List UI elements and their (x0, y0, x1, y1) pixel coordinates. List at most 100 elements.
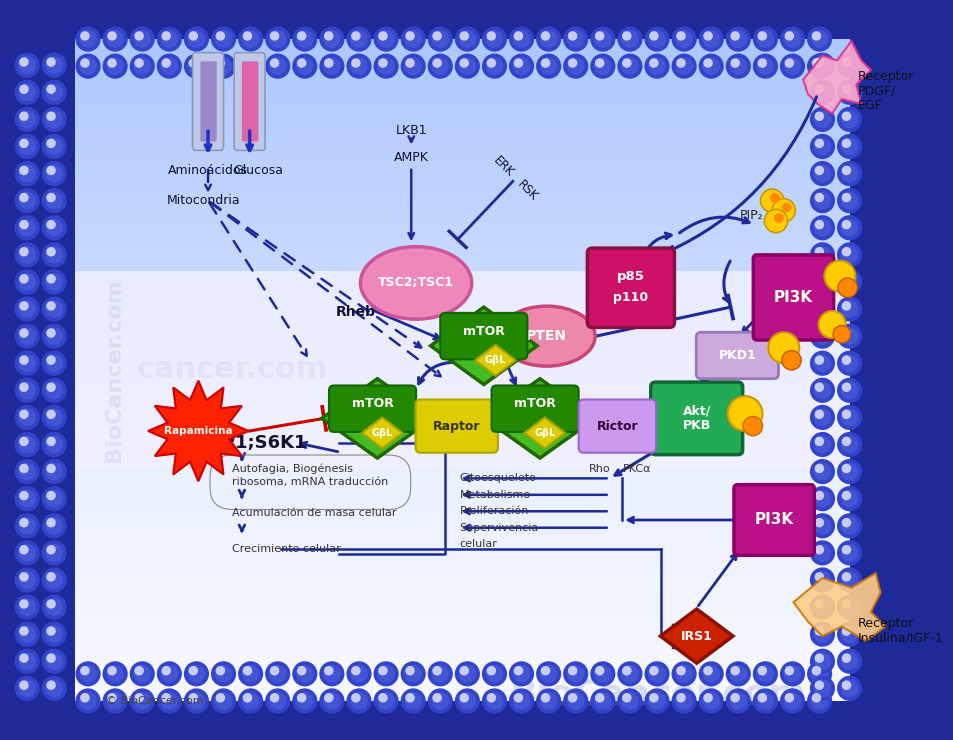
Circle shape (813, 246, 830, 263)
Circle shape (836, 323, 862, 349)
Circle shape (46, 219, 63, 237)
Circle shape (130, 53, 154, 78)
Circle shape (840, 219, 858, 237)
Circle shape (836, 269, 862, 295)
Bar (75, 642, 849, 648)
Circle shape (809, 432, 834, 457)
Circle shape (265, 53, 290, 78)
Text: LKB1: LKB1 (395, 124, 427, 136)
Circle shape (836, 540, 862, 565)
Circle shape (79, 692, 97, 710)
Circle shape (809, 351, 834, 376)
Circle shape (350, 692, 368, 710)
Circle shape (814, 545, 823, 554)
Circle shape (161, 31, 171, 41)
Circle shape (813, 598, 830, 616)
Circle shape (811, 693, 821, 702)
Bar (75, 694, 849, 701)
Circle shape (702, 693, 712, 702)
Circle shape (756, 665, 774, 682)
Circle shape (79, 30, 97, 48)
Circle shape (676, 693, 685, 702)
Circle shape (841, 166, 850, 175)
Circle shape (46, 192, 63, 209)
Circle shape (841, 653, 850, 663)
Circle shape (18, 436, 36, 454)
Circle shape (813, 219, 830, 237)
Circle shape (841, 57, 850, 67)
Circle shape (767, 332, 799, 363)
Circle shape (481, 688, 506, 713)
Circle shape (481, 27, 506, 52)
Circle shape (103, 662, 128, 687)
Bar (75, 258, 849, 264)
Text: GβL: GβL (484, 355, 506, 366)
Circle shape (809, 297, 834, 322)
Circle shape (841, 274, 850, 283)
Circle shape (42, 107, 67, 132)
Circle shape (241, 692, 259, 710)
Circle shape (323, 665, 340, 682)
Circle shape (813, 300, 830, 318)
Circle shape (432, 693, 441, 702)
Circle shape (18, 192, 36, 209)
Text: AMPK: AMPK (394, 151, 428, 164)
Circle shape (400, 662, 425, 687)
Circle shape (14, 323, 40, 349)
Circle shape (404, 692, 421, 710)
Circle shape (752, 688, 777, 713)
Text: Rapamicina: Rapamicina (164, 426, 233, 436)
Circle shape (675, 692, 692, 710)
Circle shape (214, 665, 233, 682)
Bar (75, 522, 849, 529)
Circle shape (296, 58, 306, 68)
Circle shape (376, 665, 395, 682)
Bar (75, 337, 849, 343)
Circle shape (292, 53, 317, 78)
Circle shape (161, 58, 171, 68)
Circle shape (46, 436, 63, 454)
Circle shape (14, 215, 40, 240)
Circle shape (211, 662, 235, 687)
Circle shape (513, 693, 522, 702)
Circle shape (46, 192, 56, 202)
Circle shape (567, 58, 577, 68)
Circle shape (840, 517, 858, 534)
Circle shape (18, 625, 36, 643)
Circle shape (431, 692, 449, 710)
Circle shape (566, 30, 584, 48)
Bar (75, 548, 849, 555)
Circle shape (42, 53, 67, 78)
Circle shape (742, 417, 761, 436)
Polygon shape (430, 307, 537, 385)
Bar (75, 582, 849, 588)
Circle shape (590, 53, 615, 78)
Bar (75, 469, 849, 476)
Text: IRS1: IRS1 (680, 630, 712, 642)
Circle shape (189, 31, 198, 41)
Circle shape (675, 58, 692, 75)
Bar (75, 476, 849, 482)
Circle shape (46, 138, 63, 155)
Circle shape (269, 665, 286, 682)
Bar (75, 377, 849, 383)
Circle shape (809, 53, 834, 78)
Circle shape (80, 31, 90, 41)
Bar (75, 423, 849, 429)
Bar (75, 317, 849, 323)
Circle shape (840, 246, 858, 263)
Text: Receptor: Receptor (857, 617, 913, 630)
Circle shape (14, 53, 40, 78)
Circle shape (270, 666, 279, 676)
Circle shape (729, 30, 746, 48)
Text: celular: celular (459, 539, 497, 549)
Bar (75, 536, 849, 542)
Circle shape (813, 517, 830, 534)
Circle shape (18, 327, 36, 345)
Bar (75, 655, 849, 662)
Text: p110: p110 (613, 291, 648, 304)
Circle shape (184, 27, 209, 52)
Circle shape (509, 662, 534, 687)
Circle shape (405, 693, 415, 702)
Circle shape (809, 80, 834, 105)
